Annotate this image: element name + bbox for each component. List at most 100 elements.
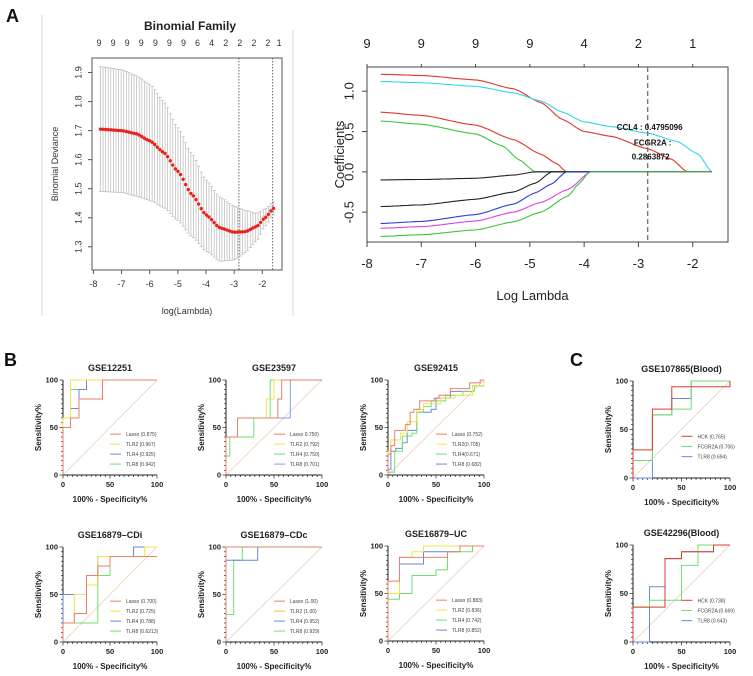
x-tick-label: 50: [677, 483, 685, 492]
x-tick-label: -3: [633, 256, 645, 271]
deviance-point: [191, 194, 196, 198]
deviance-point: [101, 127, 105, 131]
legend-label: TLR4 (0.788): [126, 619, 156, 625]
roc-title: GSE107865(Blood): [641, 364, 722, 374]
deviance-point: [165, 154, 170, 159]
roc-curve: [62, 556, 157, 642]
top-count-label: 9: [139, 38, 144, 48]
deviance-point: [155, 145, 159, 149]
legend-label: Lasso (0.883): [452, 598, 483, 604]
roc-gse16879-uc-chart: GSE16879–UC 0 50 100 0 50 100 100% - Specificit…: [359, 529, 490, 670]
y-tick-label: 50: [213, 590, 221, 599]
y-tick-label: 1.3: [73, 241, 83, 254]
x-axis-label: log(Lambda): [162, 306, 213, 316]
y-axis-label: Sensitivity%: [604, 406, 613, 453]
x-tick-label: -5: [174, 279, 182, 289]
x-axis-label: 100% - Specificity%: [399, 661, 474, 670]
deviance-point: [132, 131, 136, 135]
deviance-point: [199, 206, 203, 211]
deviance-point: [225, 228, 229, 232]
roc-gse23597-chart: GSE23597 0 50 100 0 50 100 100% - Specificity% S…: [197, 363, 328, 504]
roc-title: GSE16879–CDi: [78, 530, 143, 540]
y-axis-label: Sensitivity%: [197, 571, 206, 618]
deviance-point: [269, 209, 273, 213]
y-tick-label: 0: [624, 638, 628, 647]
deviance-point: [264, 215, 268, 219]
deviance-point: [256, 223, 260, 228]
x-tick-label: 0: [386, 480, 390, 489]
deviance-point: [186, 187, 190, 192]
legend-label: TLR2 (1.00): [290, 609, 317, 615]
y-tick-label: 1.9: [73, 66, 83, 79]
y-tick-label: 0: [379, 637, 383, 646]
x-tick-label: 100: [316, 647, 329, 656]
y-tick-label: 100: [45, 376, 58, 385]
y-tick-label: 0: [217, 638, 221, 647]
legend-label: TLR2(0.705): [452, 442, 480, 448]
deviance-point: [98, 127, 103, 131]
legend-label: TLR4 (0.750): [290, 452, 320, 458]
y-tick-label: 1.5: [73, 182, 83, 195]
deviance-point: [243, 229, 247, 234]
y-axis-label: Sensitivity%: [34, 404, 43, 451]
deviance-point: [111, 128, 116, 132]
deviance-point: [106, 127, 110, 132]
x-tick-label: 100: [316, 480, 329, 489]
legend-label: Lasso (0.752): [452, 432, 483, 438]
x-tick-label: -7: [118, 279, 126, 289]
y-tick-label: 100: [208, 376, 221, 385]
legend-label: TLR2 (0.725): [126, 609, 156, 615]
top-count-label: 4: [581, 36, 588, 51]
deviance-point: [153, 142, 157, 147]
deviance-point: [116, 128, 121, 133]
roc-curve: [387, 545, 484, 641]
roc-title: GSE16879–UC: [405, 529, 468, 539]
legend-label: Lasso (0.700): [126, 599, 157, 605]
y-axis-label: Sensitivity%: [359, 404, 368, 451]
y-axis-label: Sensitivity%: [604, 570, 613, 617]
top-count-label: 2: [223, 38, 228, 48]
plot-frame: [91, 57, 283, 271]
chart-title: Binomial Family: [144, 19, 236, 33]
deviance-point: [103, 127, 108, 132]
legend-label: TLR4 (0.952): [290, 619, 320, 625]
reference-diagonal: [632, 380, 731, 479]
x-tick-label: 50: [106, 480, 114, 489]
x-tick-label: 50: [677, 647, 685, 656]
x-tick-label: 0: [631, 647, 635, 656]
y-tick-label: 50: [620, 425, 628, 434]
y-tick-label: 1.4: [73, 211, 83, 224]
y-tick-label: 100: [370, 542, 383, 551]
roc-curve: [225, 546, 322, 642]
x-tick-label: 100: [724, 483, 737, 492]
legend-label: TLR2 (0.792): [290, 442, 320, 448]
deviance-point: [150, 140, 154, 144]
annotation-fcgr2a: FCGR2A :: [634, 138, 671, 147]
x-tick-label: 0: [224, 647, 228, 656]
roc-title: GSE42296(Blood): [644, 528, 720, 538]
y-tick-label: 50: [620, 589, 628, 598]
deviance-point: [258, 220, 263, 225]
x-tick-label: -4: [202, 279, 210, 289]
deviance-point: [212, 220, 216, 225]
x-tick-label: 50: [106, 647, 114, 656]
legend-label: TLR4 (0.742): [452, 618, 482, 624]
x-tick-label: -3: [230, 279, 238, 289]
legend-label: HCK (0.765): [698, 434, 726, 440]
deviance-point: [251, 226, 255, 230]
x-tick-label: -8: [89, 279, 97, 289]
legend-label: Lasso 0.750): [290, 432, 319, 438]
y-axis-label: Coefficients: [332, 120, 347, 188]
deviance-point: [127, 130, 131, 134]
deviance-point: [194, 197, 198, 202]
annotation-fcgr2a-value: 0.2863872: [632, 152, 670, 161]
x-tick-label: -8: [361, 256, 373, 271]
roc-title: GSE12251: [88, 363, 132, 373]
x-tick-label: -6: [470, 256, 482, 271]
y-axis-label: Sensitivity%: [34, 571, 43, 618]
legend-label: TLR4(0.671): [452, 452, 480, 458]
deviance-point: [134, 132, 139, 136]
